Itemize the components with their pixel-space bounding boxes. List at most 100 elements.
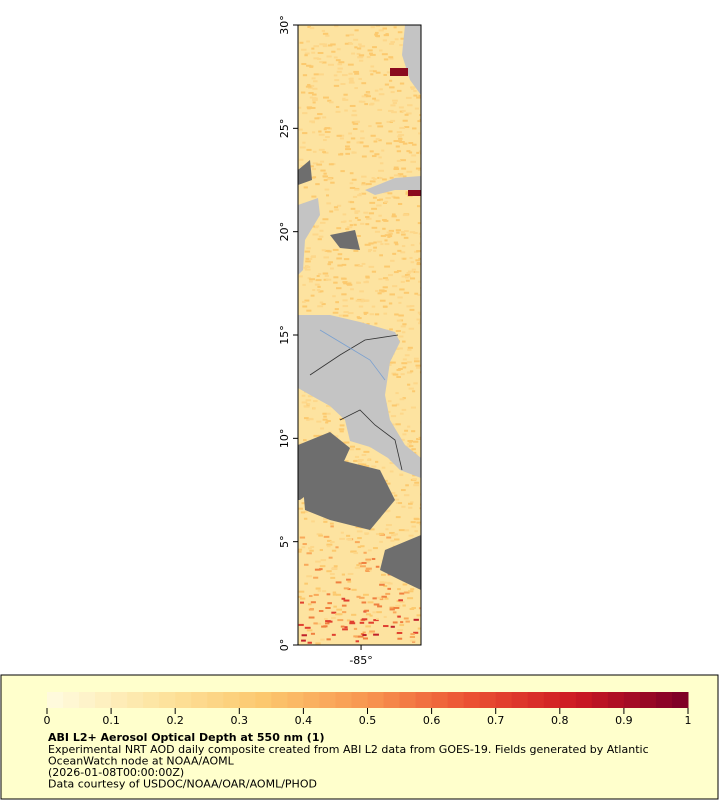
aod-pixel: [304, 52, 310, 55]
aod-pixel: [317, 238, 322, 241]
aod-pixel: [419, 114, 421, 117]
aod-pixel: [370, 73, 374, 76]
aod-pixel: [320, 221, 326, 224]
aod-pixel: [311, 51, 316, 54]
aod-pixel: [363, 312, 367, 315]
aod-pixel: [358, 265, 363, 268]
aod-pixel: [351, 613, 357, 616]
aod-pixel: [325, 412, 331, 415]
aod-pixel: [400, 325, 406, 328]
aod-pixel: [417, 311, 421, 314]
aod-pixel: [399, 412, 404, 415]
aod-pixel: [361, 155, 367, 158]
aod-pixel: [389, 462, 394, 465]
aod-pixel: [298, 128, 303, 131]
aod-pixel: [308, 280, 313, 283]
aod-pixel: [334, 308, 339, 311]
aod-pixel: [402, 604, 406, 607]
aod-pixel: [387, 400, 392, 403]
colorbar-cell: [399, 692, 417, 708]
aod-pixel: [368, 249, 373, 252]
aod-pixel: [405, 191, 410, 194]
aod-pixel: [341, 277, 347, 280]
aod-pixel: [320, 638, 325, 641]
aod-pixel: [313, 593, 319, 596]
aod-pixel: [323, 172, 327, 175]
aod-pixel: [298, 595, 302, 598]
aod-pixel: [384, 239, 388, 242]
aod-pixel: [325, 278, 332, 281]
aod-pixel: [302, 300, 306, 303]
aod-pixel: [413, 357, 419, 360]
aod-pixel: [320, 559, 327, 562]
aod-pixel: [402, 340, 406, 343]
aod-pixel: [369, 180, 376, 183]
aod-pixel: [322, 45, 328, 48]
aod-pixel: [394, 494, 398, 497]
aod-pixel: [394, 538, 400, 541]
aod-pixel: [402, 175, 407, 178]
aod-pixel: [383, 615, 387, 618]
aod-pixel: [398, 599, 403, 602]
aod-pixel: [419, 118, 421, 121]
aod-pixel: [389, 470, 394, 473]
aod-pixel: [412, 390, 416, 393]
aod-pixel: [382, 286, 388, 289]
aod-pixel: [382, 178, 387, 181]
aod-pixel: [413, 94, 418, 97]
aod-pixel: [301, 48, 307, 51]
aod-pixel: [401, 245, 406, 248]
aod-pixel: [327, 263, 332, 266]
aod-pixel: [346, 283, 353, 286]
aod-pixel: [419, 503, 421, 506]
aod-pixel: [414, 292, 419, 295]
aod-pixel: [418, 313, 421, 316]
aod-pixel: [332, 248, 339, 251]
aod-pixel: [321, 61, 327, 64]
aod-pixel: [387, 587, 392, 590]
aod-pixel: [398, 502, 403, 505]
aod-pixel: [364, 609, 370, 612]
aod-pixel: [364, 103, 368, 106]
aod-pixel: [394, 313, 399, 316]
aod-pixel: [366, 560, 370, 563]
aod-pixel: [418, 322, 421, 325]
colorbar-cell: [95, 692, 112, 708]
aod-pixel: [360, 633, 364, 636]
aod-pixel: [319, 229, 324, 232]
aod-pixel: [360, 222, 365, 225]
aod-pixel: [328, 163, 334, 166]
aod-pixel: [333, 84, 340, 87]
aod-pixel: [298, 106, 302, 109]
aod-pixel: [393, 26, 397, 29]
aod-pixel: [320, 427, 325, 430]
aod-pixel: [373, 241, 377, 244]
land: [298, 198, 320, 275]
aod-pixel: [368, 103, 374, 106]
aod-pixel: [343, 258, 350, 261]
aod-pixel: [300, 511, 306, 514]
aod-pixel: [318, 273, 322, 276]
aod-pixel: [377, 292, 382, 295]
aod-pixel: [374, 313, 380, 316]
aod-pixel: [410, 87, 415, 90]
aod-pixel: [327, 44, 333, 47]
aod-pixel: [354, 541, 360, 544]
aod-pixel: [308, 608, 314, 611]
aod-pixel: [302, 112, 308, 115]
aod-pixel: [328, 101, 334, 104]
aod-pixel: [384, 83, 389, 86]
aod-pixel: [307, 25, 312, 28]
legend-title: ABI L2+ Aerosol Optical Depth at 550 nm …: [48, 731, 325, 744]
aod-pixel: [362, 637, 369, 640]
aod-pixel: [312, 97, 317, 100]
aod-pixel: [349, 182, 354, 185]
aod-pixel: [359, 290, 364, 293]
aod-pixel: [302, 141, 306, 144]
aod-pixel: [309, 549, 314, 552]
aod-pixel: [345, 227, 350, 230]
aod-pixel: [401, 167, 406, 170]
aod-pixel: [379, 299, 386, 302]
aod-pixel: [301, 634, 307, 637]
aod-pixel: [298, 507, 303, 510]
